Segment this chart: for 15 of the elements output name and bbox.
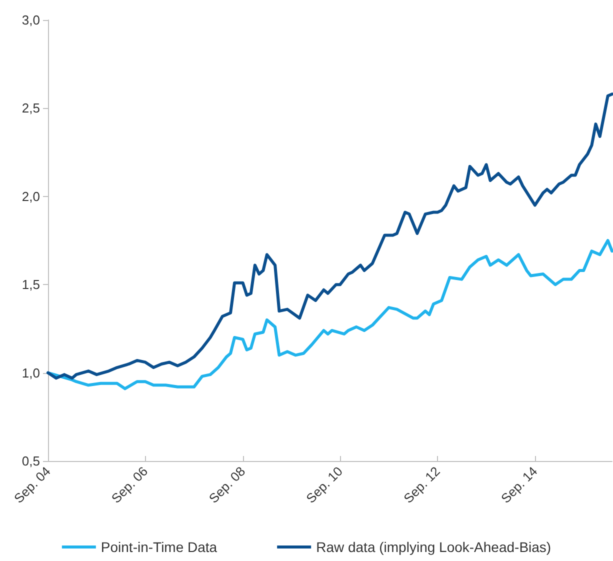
y-tick-label: 2,5: [22, 100, 40, 116]
y-tick-label: 0,5: [22, 454, 40, 468]
x-tick-label: Sep. 06: [108, 464, 151, 506]
y-tick-label: 3,0: [22, 12, 40, 28]
y-tick-label: 1,0: [22, 365, 40, 380]
y-tick-label: 2,0: [22, 188, 40, 204]
line-series: [46, 92, 613, 380]
legend-label: Point-in-Time Data: [100, 539, 218, 555]
y-tick-label: 1,5: [22, 277, 40, 292]
x-tick-label: Sep. 12: [400, 464, 443, 506]
legend-label: Raw data (implying Look-Ahead-Bias): [316, 539, 552, 555]
x-tick-label: Sep. 14: [498, 464, 540, 506]
x-tick-label: Sep. 08: [206, 464, 248, 506]
line-series: [46, 239, 613, 390]
x-tick-label: Sep. 10: [303, 464, 346, 506]
